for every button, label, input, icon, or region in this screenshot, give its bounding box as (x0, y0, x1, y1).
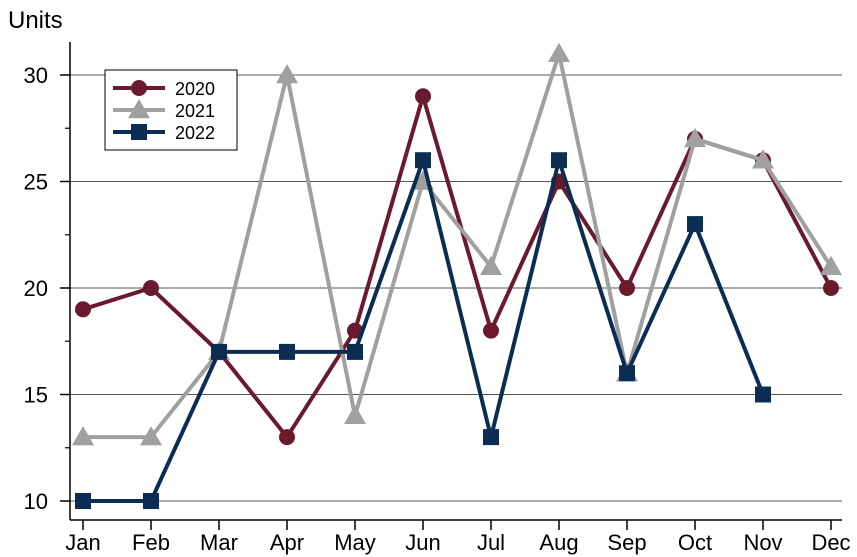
data-point-2020 (415, 88, 431, 105)
data-point-2021 (752, 149, 774, 169)
x-tick-label: May (334, 530, 376, 555)
data-point-2020 (75, 301, 91, 318)
data-point-2022 (75, 493, 91, 509)
x-tick-label: Apr (270, 530, 304, 555)
data-point-2022 (347, 343, 363, 360)
y-axis-label: Units (8, 7, 63, 34)
x-tick-label: Jul (477, 530, 505, 555)
x-tick-label: Aug (539, 530, 578, 555)
y-tick-label: 20 (24, 276, 48, 301)
data-point-2022 (483, 429, 499, 446)
series-layer (72, 42, 842, 509)
legend-label: 2021 (175, 101, 215, 121)
data-point-2022 (687, 216, 703, 233)
data-point-2021 (820, 255, 842, 275)
data-point-2020 (143, 280, 159, 296)
y-tick-label: 30 (24, 63, 48, 88)
data-point-2020 (347, 322, 363, 339)
legend-marker-2020 (131, 80, 147, 96)
data-point-2022 (279, 343, 295, 360)
x-ticks: Jan Feb Mar Apr May Jun Jul Aug Sep Oct Nov Dec (65, 520, 851, 555)
series-2022 (75, 152, 771, 509)
legend-label: 2022 (175, 123, 215, 143)
x-tick-label: Dec (811, 530, 850, 555)
y-tick-label: 15 (24, 383, 48, 408)
data-point-2021 (684, 127, 706, 148)
data-point-2021 (548, 42, 570, 62)
x-tick-label: Sep (607, 530, 646, 555)
series-line-2021 (83, 45, 833, 440)
data-point-2022 (551, 152, 567, 169)
x-tick-label: Jan (65, 530, 100, 555)
data-point-2020 (619, 280, 635, 296)
data-point-2021 (72, 426, 94, 446)
data-point-2020 (823, 280, 839, 296)
x-tick-label: Oct (678, 530, 712, 555)
x-tick-label: Feb (132, 530, 170, 555)
data-point-2020 (279, 429, 295, 446)
y-ticks: 10 15 20 25 30 (24, 63, 70, 514)
data-point-2022 (415, 152, 431, 169)
legend-marker-2022 (131, 124, 147, 140)
x-tick-label: Jun (405, 530, 440, 555)
data-point-2022 (143, 493, 159, 509)
legend-label: 2020 (175, 79, 215, 99)
data-point-2021 (344, 404, 366, 425)
data-point-2022 (619, 365, 635, 382)
y-tick-label: 10 (24, 489, 48, 514)
data-point-2021 (480, 255, 502, 275)
series-2021 (72, 42, 842, 446)
data-point-2020 (483, 322, 499, 339)
y-tick-label: 25 (24, 170, 48, 195)
data-point-2022 (755, 386, 771, 403)
x-tick-label: Nov (743, 530, 782, 555)
axes (69, 42, 842, 521)
data-point-2022 (211, 343, 227, 360)
data-point-2021 (140, 426, 162, 446)
legend-marker-2021 (128, 99, 150, 119)
data-point-2021 (276, 64, 298, 84)
x-tick-label: Mar (200, 530, 238, 555)
